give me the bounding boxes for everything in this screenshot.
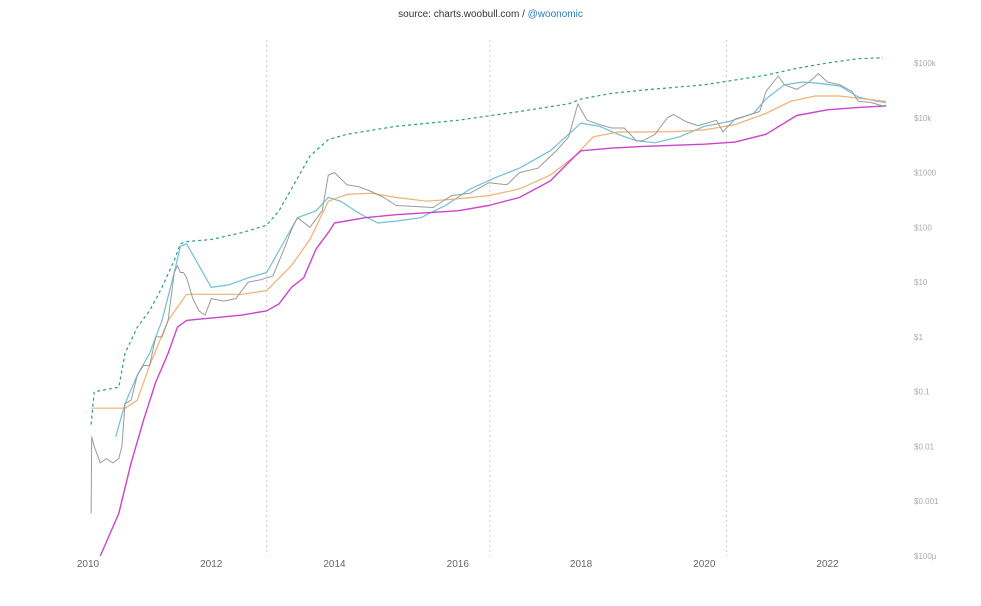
y-tick-label: $100µ bbox=[914, 552, 937, 561]
avg-line bbox=[91, 95, 887, 409]
realized-line bbox=[115, 81, 887, 437]
y-tick-label: $1 bbox=[914, 333, 923, 342]
top-cap-line bbox=[90, 57, 884, 425]
source-handle-link[interactable]: @woonomic bbox=[527, 9, 583, 20]
source-text: source: charts.woobull.com / bbox=[398, 9, 528, 20]
floor-line bbox=[99, 105, 887, 557]
y-tick-label: $10 bbox=[914, 278, 928, 287]
x-tick-label: 2010 bbox=[77, 559, 100, 570]
x-tick-label: 2014 bbox=[323, 559, 346, 570]
y-tick-label: $0.1 bbox=[914, 388, 930, 397]
series-lines bbox=[90, 57, 887, 557]
x-tick-label: 2018 bbox=[570, 559, 593, 570]
y-tick-label: $0.01 bbox=[914, 442, 935, 451]
chart-source: source: charts.woobull.com / @woonomic bbox=[0, 9, 981, 20]
x-tick-label: 2012 bbox=[200, 559, 223, 570]
halving-lines bbox=[266, 40, 727, 556]
y-tick-label: $10k bbox=[914, 114, 932, 123]
x-tick-label: 2020 bbox=[693, 559, 716, 570]
y-tick-label: $0.001 bbox=[914, 497, 939, 506]
price-line bbox=[90, 73, 887, 514]
x-tick-label: 2022 bbox=[816, 559, 839, 570]
x-tick-label: 2016 bbox=[447, 559, 470, 570]
y-tick-label: $100 bbox=[914, 223, 932, 232]
y-tick-label: $100k bbox=[914, 59, 937, 68]
y-tick-label: $1000 bbox=[914, 169, 937, 178]
y-axis: $100k $10k $1000 $100 $10 $1 $0.1 $0.01 $0.001 $1… bbox=[914, 59, 939, 561]
x-axis: 2010 2012 2014 2016 2018 2020 2022 bbox=[77, 559, 839, 570]
